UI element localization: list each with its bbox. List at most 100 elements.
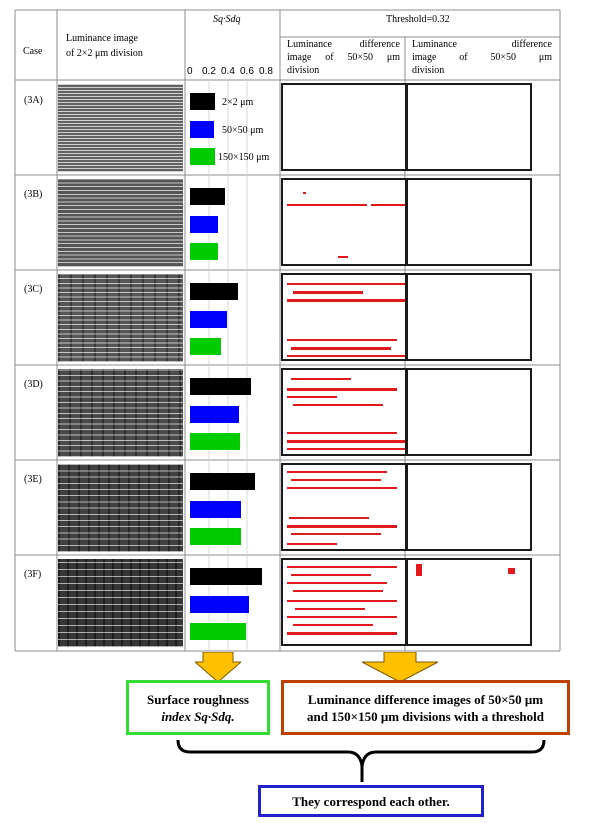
diff-segment	[293, 404, 383, 406]
bar-2um	[190, 283, 238, 300]
diff-segment	[303, 192, 306, 194]
diff-segment	[287, 448, 405, 450]
bar-150um	[190, 433, 240, 450]
correspond-callout: They correspond each other.	[258, 785, 484, 817]
diff-segment	[291, 479, 381, 481]
diff-segment	[287, 600, 397, 602]
header-col4-line2: image of 50×50 μm	[412, 52, 552, 63]
down-arrow-icon	[362, 652, 438, 682]
bar-2um	[190, 188, 225, 205]
diff-segment	[291, 574, 371, 576]
bar-50um	[190, 596, 249, 613]
diff-segment	[287, 432, 397, 434]
header-col3-line3: division	[287, 65, 320, 76]
diff-segment	[287, 566, 397, 568]
case-label: (3F)	[24, 569, 42, 580]
diff-image-50um	[281, 463, 407, 551]
bar-50um	[190, 501, 241, 518]
header-sqsdq: Sq·Sdq	[213, 14, 241, 25]
diff-segment	[289, 517, 369, 519]
bar-150um	[190, 243, 218, 260]
bar-50um	[190, 406, 239, 423]
luminance-image	[58, 559, 183, 647]
tick-label: 0.4	[221, 66, 235, 77]
case-label: (3E)	[24, 474, 42, 485]
roughness-callout-line1: Surface roughness	[147, 691, 249, 707]
diff-segment	[293, 590, 383, 592]
luminance-image	[58, 464, 183, 552]
diff-segment	[295, 608, 365, 610]
diff-segment	[287, 299, 405, 302]
bar-50um	[190, 311, 227, 328]
bar-150um	[190, 528, 241, 545]
case-label: (3B)	[24, 189, 43, 200]
luminance-image	[58, 179, 183, 267]
down-arrow-icon	[195, 652, 241, 682]
diff-segment	[287, 440, 405, 443]
diff-image-150um	[406, 463, 532, 551]
diff-image-150um	[406, 368, 532, 456]
bar-2um	[190, 473, 255, 490]
diff-image-150um	[406, 273, 532, 361]
roughness-callout: Surface roughness index Sq·Sdq.	[126, 680, 270, 735]
header-threshold: Threshold=0.32	[386, 14, 450, 25]
diff-image-50um	[281, 558, 407, 646]
bar-150um	[190, 148, 215, 165]
diff-image-50um	[281, 273, 407, 361]
diff-image-150um	[406, 83, 532, 171]
difference-callout-line2: and 150×150 μm divisions with a threshol…	[306, 708, 545, 724]
diff-segment	[287, 616, 397, 618]
bar-2um	[190, 568, 262, 585]
bar-2um	[190, 378, 251, 395]
diff-image-50um	[281, 83, 407, 171]
legend-50um: 50×50 μm	[222, 125, 264, 136]
diff-segment	[293, 291, 363, 294]
diff-segment	[287, 339, 397, 341]
case-label: (3A)	[24, 95, 43, 106]
diff-image-150um	[406, 558, 532, 646]
diff-image-50um	[281, 368, 407, 456]
diff-segment	[291, 347, 391, 350]
bar-150um	[190, 623, 246, 640]
diff-segment	[291, 378, 351, 380]
bar-50um	[190, 121, 214, 138]
difference-callout-line1: Luminance difference images of 50×50 μm	[307, 691, 544, 707]
diff-segment	[287, 388, 397, 391]
diff-segment	[508, 568, 515, 574]
bar-2um	[190, 93, 215, 110]
diff-segment	[287, 582, 387, 584]
diff-segment	[287, 204, 367, 206]
bar-150um	[190, 338, 221, 355]
correspond-callout-text: They correspond each other.	[292, 793, 450, 809]
tick-label: 0.6	[240, 66, 254, 77]
diff-segment	[293, 624, 373, 626]
case-label: (3D)	[24, 379, 43, 390]
diff-segment	[287, 632, 397, 635]
luminance-image	[58, 84, 183, 172]
diff-segment	[287, 525, 397, 528]
diff-segment	[287, 283, 405, 285]
luminance-image	[58, 369, 183, 457]
tick-label: 0.8	[259, 66, 273, 77]
diff-segment	[287, 396, 337, 398]
header-case: Case	[23, 46, 43, 57]
header-col4-line1: Luminance difference	[412, 39, 552, 50]
diff-segment	[287, 543, 337, 545]
case-label: (3C)	[24, 284, 43, 295]
header-luminance-line2: of 2×2 μm division	[66, 48, 143, 59]
diff-segment	[287, 487, 397, 489]
diff-segment	[416, 564, 422, 576]
tick-label: 0	[187, 66, 193, 77]
diff-segment	[287, 471, 387, 473]
legend-150um: 150×150 μm	[218, 152, 270, 163]
header-col4-line3: division	[412, 65, 445, 76]
tick-label: 0.2	[202, 66, 216, 77]
diff-segment	[287, 355, 405, 357]
difference-callout: Luminance difference images of 50×50 μm …	[281, 680, 570, 735]
diff-segment	[338, 256, 348, 258]
header-luminance-line1: Luminance image	[66, 33, 138, 44]
diff-image-50um	[281, 178, 407, 266]
diff-segment	[371, 204, 405, 206]
roughness-callout-line2: index Sq·Sdq.	[161, 708, 235, 724]
luminance-image	[58, 274, 183, 362]
